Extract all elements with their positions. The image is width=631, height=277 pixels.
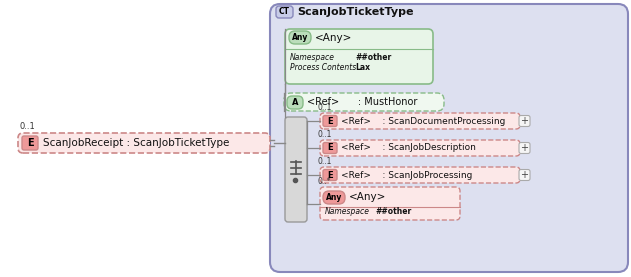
FancyBboxPatch shape <box>18 133 270 153</box>
FancyBboxPatch shape <box>320 140 520 156</box>
Text: +: + <box>521 170 529 180</box>
Text: ##other: ##other <box>375 207 411 217</box>
Text: Lax: Lax <box>355 63 370 71</box>
Text: E: E <box>327 171 333 179</box>
FancyBboxPatch shape <box>519 142 530 153</box>
Text: +: + <box>521 143 529 153</box>
FancyBboxPatch shape <box>276 6 293 18</box>
Text: 0..1: 0..1 <box>318 130 333 139</box>
Text: CT: CT <box>279 7 290 17</box>
Text: Namespace: Namespace <box>290 53 335 61</box>
FancyBboxPatch shape <box>323 191 345 204</box>
Text: Any: Any <box>292 33 308 42</box>
Text: +: + <box>521 116 529 126</box>
FancyBboxPatch shape <box>287 96 303 109</box>
FancyBboxPatch shape <box>519 116 530 127</box>
FancyBboxPatch shape <box>320 113 520 129</box>
Text: <Ref>    : ScanJobProcessing: <Ref> : ScanJobProcessing <box>341 171 473 179</box>
Text: ScanJobReceipt : ScanJobTicketType: ScanJobReceipt : ScanJobTicketType <box>43 138 230 148</box>
Text: <Ref>    : ScanJobDescription: <Ref> : ScanJobDescription <box>341 143 476 153</box>
FancyBboxPatch shape <box>320 187 460 220</box>
FancyBboxPatch shape <box>323 170 337 181</box>
FancyBboxPatch shape <box>289 31 311 44</box>
Text: 0..1: 0..1 <box>318 157 333 166</box>
Text: Process Contents: Process Contents <box>290 63 357 71</box>
FancyBboxPatch shape <box>519 170 530 181</box>
Text: <Ref>    : ScanDocumentProcessing: <Ref> : ScanDocumentProcessing <box>341 117 505 125</box>
FancyBboxPatch shape <box>320 167 520 183</box>
Text: E: E <box>27 138 33 148</box>
Text: A: A <box>292 98 298 107</box>
Text: E: E <box>327 117 333 125</box>
FancyBboxPatch shape <box>285 29 433 84</box>
FancyBboxPatch shape <box>284 93 444 111</box>
Text: <Any>: <Any> <box>315 33 352 43</box>
Text: Namespace: Namespace <box>325 207 370 217</box>
Text: 0..*: 0..* <box>318 177 331 186</box>
FancyBboxPatch shape <box>323 116 337 127</box>
FancyBboxPatch shape <box>323 142 337 153</box>
Text: Any: Any <box>326 193 342 202</box>
FancyBboxPatch shape <box>22 136 38 150</box>
FancyBboxPatch shape <box>270 4 628 272</box>
Text: 0..1: 0..1 <box>318 103 333 112</box>
Text: 0..1: 0..1 <box>20 122 36 131</box>
Text: ##other: ##other <box>355 53 391 61</box>
Text: <Any>: <Any> <box>349 192 386 202</box>
Text: ScanJobTicketType: ScanJobTicketType <box>297 7 413 17</box>
Text: E: E <box>327 143 333 153</box>
FancyBboxPatch shape <box>285 117 307 222</box>
Text: <Ref>      : MustHonor: <Ref> : MustHonor <box>307 97 417 107</box>
